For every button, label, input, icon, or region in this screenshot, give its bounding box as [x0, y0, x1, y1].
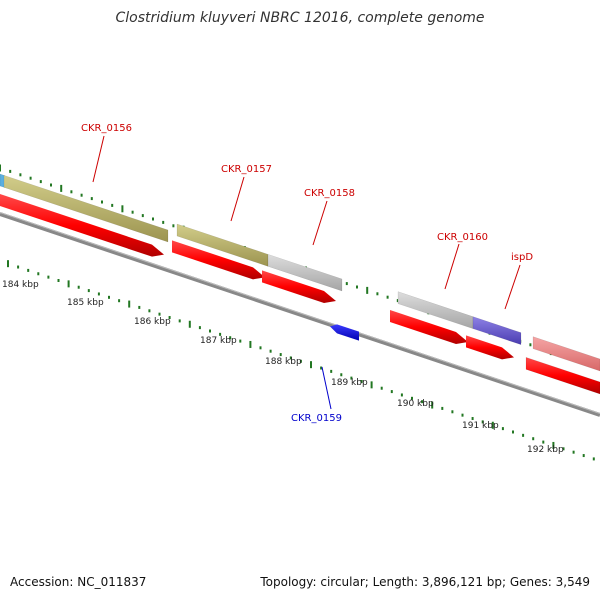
gene-leader-line [504, 264, 521, 310]
cds-track [0, 194, 600, 395]
gene-label: CKR_0158 [304, 188, 355, 199]
gene-label: CKR_0156 [81, 123, 132, 134]
kbp-label: 187 kbp [200, 336, 237, 346]
feature-next [532, 336, 600, 372]
gene-label: CKR_0160 [437, 232, 488, 243]
cds-ckr-0159 [330, 324, 359, 341]
feature-ckr-0156 [3, 174, 169, 243]
kbp-label: 191 kbp [462, 421, 499, 431]
genome-backbone [0, 212, 600, 417]
genome-stats-text: Topology: circular; Length: 3,896,121 bp… [260, 575, 590, 589]
gene-labels: CKR_0156 CKR_0157 CKR_0158 CKR_0159 CKR_0160… [81, 123, 533, 424]
gene-label: CKR_0157 [221, 164, 272, 175]
kbp-label: 192 kbp [527, 445, 564, 455]
feature-ispd [472, 316, 522, 345]
kbp-label: 186 kbp [134, 317, 171, 327]
backbone-line [0, 212, 600, 417]
kbp-label: 190 kbp [397, 399, 434, 409]
cds-next [525, 356, 600, 395]
kbp-label: 189 kbp [331, 378, 368, 388]
feature-track [0, 173, 600, 372]
cds-ispd [466, 335, 514, 360]
gene-leader-line [312, 200, 328, 246]
cds-ckr-0158 [262, 270, 336, 303]
gene-leader-line [321, 366, 332, 410]
gene-leader-line [230, 176, 245, 222]
feature-ckr-0158 [267, 253, 343, 292]
cds-ckr-0157 [172, 240, 265, 280]
cds-ckr-0160 [390, 309, 468, 344]
backbone-highlight [0, 212, 600, 414]
gene-leader-line [92, 135, 105, 183]
kbp-label: 185 kbp [67, 298, 104, 308]
gene-leader-line [444, 243, 460, 290]
accession-text: Accession: NC_011837 [10, 575, 147, 589]
kbp-label: 188 kbp [265, 357, 302, 367]
map-title: Clostridium kluyveri NBRC 12016, complet… [115, 10, 485, 26]
kbp-scale: 184 kbp 185 kbp 186 kbp 187 kbp 188 kbp 189 k… [2, 280, 564, 455]
gene-label: CKR_0159 [291, 413, 342, 424]
kbp-label: 184 kbp [2, 280, 39, 290]
cds-ckr-0156 [0, 194, 164, 257]
gene-label: ispD [511, 252, 533, 263]
